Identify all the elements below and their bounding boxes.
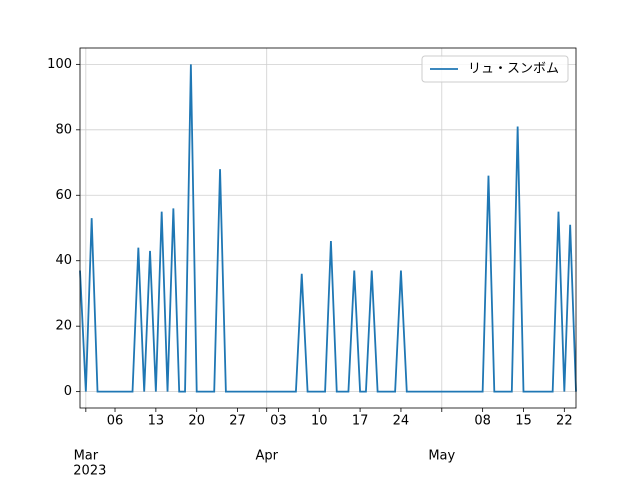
x-tick-label: 15 — [515, 414, 532, 429]
x-tick-label: 20 — [188, 414, 205, 429]
x-tick-label: 27 — [229, 414, 246, 429]
x-tick-label: 08 — [474, 414, 491, 429]
y-tick-label: 0 — [64, 384, 72, 399]
x-offset-label: 2023 — [73, 464, 106, 479]
x-tick-label: 24 — [393, 414, 410, 429]
x-tick-label: 06 — [107, 414, 124, 429]
data-line — [79, 64, 577, 393]
legend-box — [421, 55, 569, 83]
x-major-label: Apr — [255, 449, 278, 464]
x-major-label: May — [428, 449, 455, 464]
x-tick-label: 22 — [556, 414, 573, 429]
x-tick-label: 03 — [270, 414, 287, 429]
x-major-label: Mar — [74, 449, 99, 464]
y-tick-label: 80 — [55, 122, 72, 137]
legend: リュ・スンボム — [421, 55, 569, 83]
x-tick-label: 13 — [148, 414, 165, 429]
plot-frame — [79, 47, 577, 409]
x-tick-label: 10 — [311, 414, 328, 429]
y-tick-label: 100 — [47, 57, 72, 72]
x-tick-label: 17 — [352, 414, 369, 429]
legend-label: リュ・スンボム — [468, 62, 559, 77]
y-tick-label: 40 — [55, 253, 72, 268]
y-tick-label: 20 — [55, 319, 72, 334]
y-tick-label: 60 — [55, 188, 72, 203]
